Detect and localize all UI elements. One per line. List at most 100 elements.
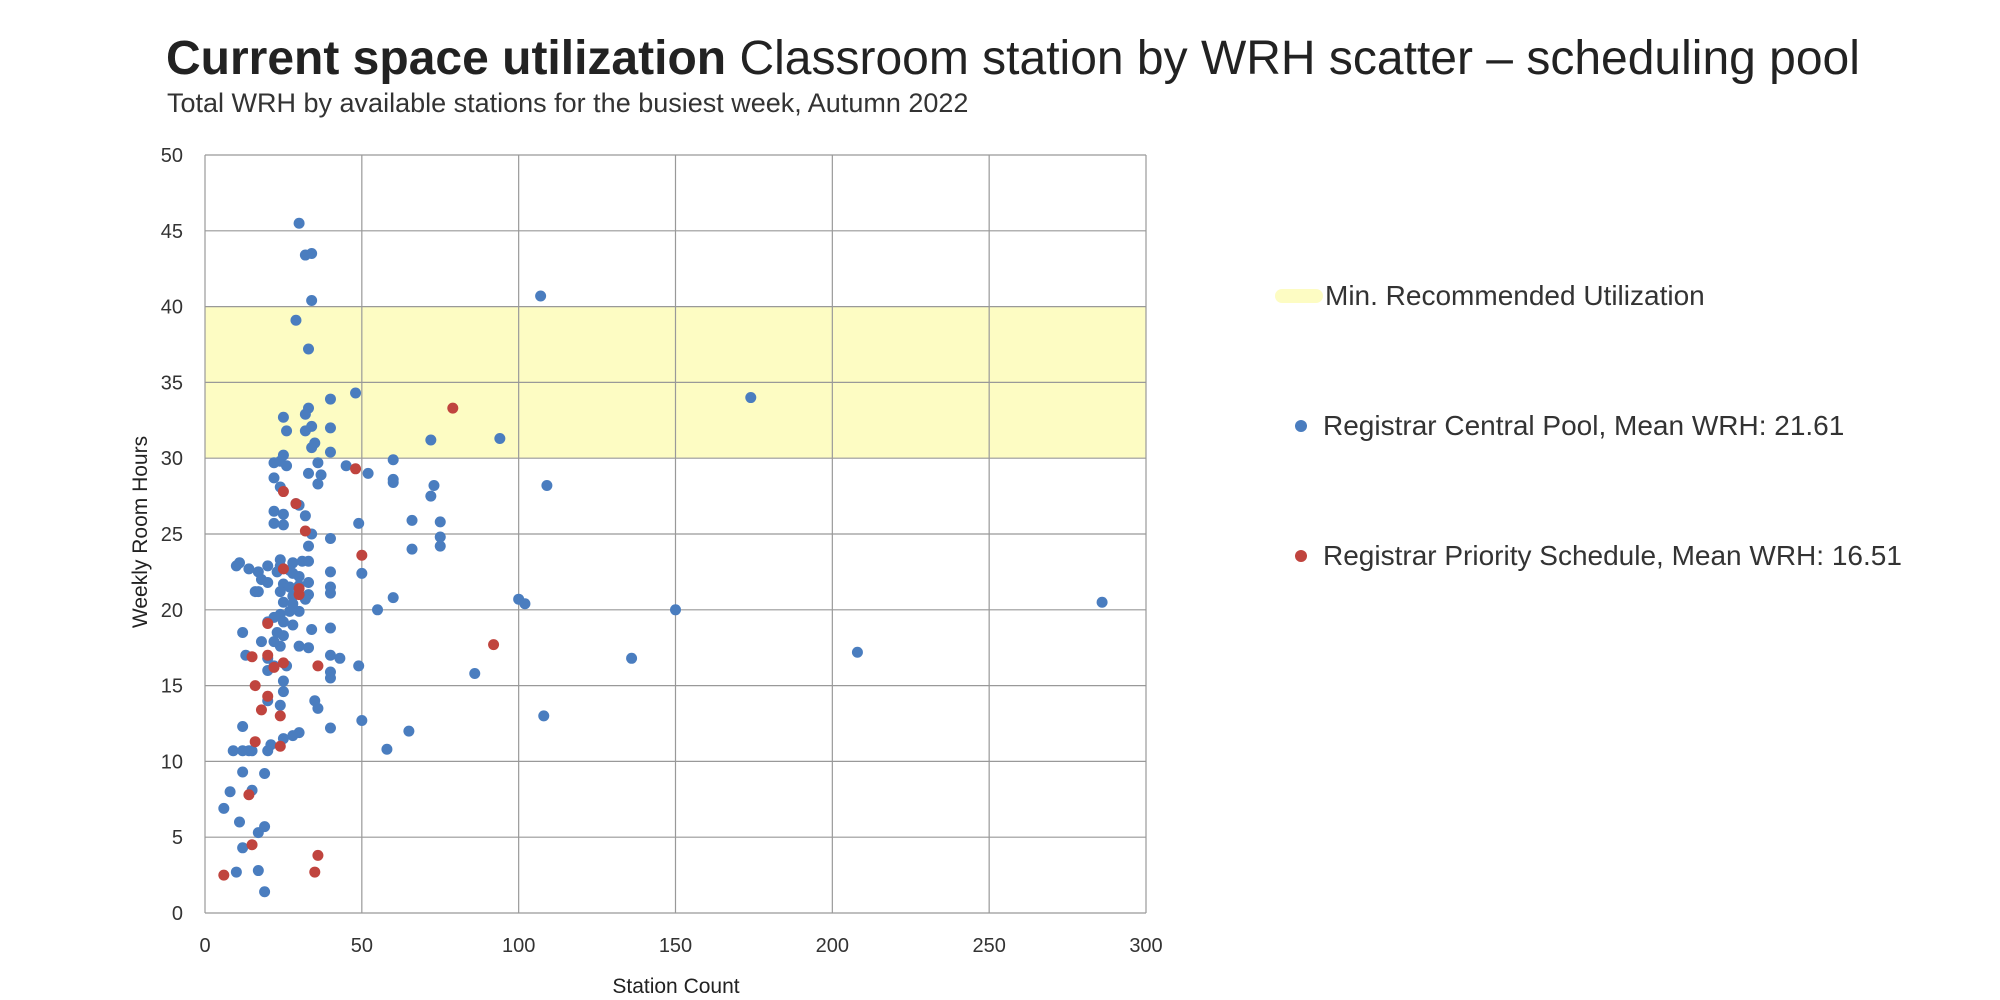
priority-schedule-point: [312, 849, 324, 861]
y-tick-label: 30: [161, 448, 183, 470]
central-pool-point: [303, 555, 315, 567]
x-tick-label: 0: [199, 935, 210, 957]
priority-schedule-point: [488, 639, 500, 651]
central-pool-point: [372, 604, 384, 616]
central-pool-point: [277, 596, 289, 608]
central-pool-point: [274, 586, 286, 598]
central-pool-point: [469, 667, 481, 679]
central-pool-point: [324, 446, 336, 458]
y-tick-label: 45: [161, 221, 183, 243]
x-tick-label: 100: [502, 935, 535, 957]
central-pool-point: [312, 457, 324, 469]
central-pool-point: [340, 460, 352, 472]
central-pool-point: [230, 866, 242, 878]
priority-schedule-point: [277, 657, 289, 669]
chart-title-rest: Classroom station by WRH scatter – sched…: [739, 32, 1860, 85]
central-pool-point: [387, 473, 399, 485]
central-pool-point: [252, 865, 264, 877]
central-pool-point: [274, 699, 286, 711]
central-pool-point: [306, 442, 318, 454]
legend-band-label: Min. Recommended Utilization: [1325, 280, 1705, 311]
y-tick-label: 5: [172, 827, 183, 849]
central-pool-point: [234, 816, 246, 828]
blue-dot-icon: [1295, 420, 1307, 432]
y-tick-label: 50: [161, 145, 183, 167]
grid-layer: [204, 154, 1147, 914]
priority-schedule-point: [309, 866, 321, 878]
central-pool-point: [299, 408, 311, 420]
central-pool-point: [403, 725, 415, 737]
central-pool-point: [353, 517, 365, 529]
central-pool-point: [324, 587, 336, 599]
tick-layer: 0 5 10 15 20 25 30 35 40 45 50 0 50 100 150 200 250 300: [161, 145, 1163, 957]
central-pool-point: [324, 622, 336, 634]
central-pool-point: [237, 627, 249, 639]
central-pool-point: [434, 516, 446, 528]
central-pool-point: [277, 616, 289, 628]
central-pool-point: [381, 743, 393, 755]
x-tick-label: 150: [659, 935, 692, 957]
central-pool-point: [519, 598, 531, 610]
priority-schedule-point: [293, 589, 305, 601]
central-pool-point: [237, 721, 249, 733]
y-tick-label: 0: [172, 903, 183, 925]
priority-schedule-point: [262, 617, 274, 629]
red-dot-icon: [1295, 550, 1307, 562]
central-pool-point: [277, 411, 289, 423]
y-tick-label: 10: [161, 751, 183, 773]
central-pool-point: [262, 560, 274, 572]
chart-title: Current space utilization Classroom stat…: [166, 30, 1860, 88]
central-pool-point: [626, 652, 638, 664]
central-pool-point: [287, 619, 299, 631]
central-pool-point: [315, 469, 327, 481]
central-pool-point: [255, 636, 267, 648]
central-pool-point: [299, 425, 311, 437]
central-pool-point: [277, 686, 289, 698]
central-pool-point: [324, 533, 336, 545]
central-pool-point: [252, 586, 264, 598]
central-pool-point: [353, 660, 365, 672]
central-pool-point: [290, 314, 302, 326]
x-tick-label: 300: [1129, 935, 1162, 957]
central-pool-point: [434, 531, 446, 543]
central-pool-point: [406, 543, 418, 555]
y-axis-label: Weekly Room Hours: [129, 436, 152, 628]
priority-schedule-point: [312, 660, 324, 672]
central-pool-point: [281, 460, 293, 472]
central-pool-point: [293, 217, 305, 229]
priority-schedule-point: [246, 839, 258, 851]
x-tick-label: 50: [351, 935, 373, 957]
x-tick-label: 250: [972, 935, 1005, 957]
priority-schedule-point: [262, 690, 274, 702]
central-pool-point: [538, 710, 550, 722]
priority-schedule-point: [277, 563, 289, 575]
central-pool-point: [303, 343, 315, 355]
central-pool-point: [259, 886, 271, 898]
central-pool-point: [284, 581, 296, 593]
central-pool-point: [324, 422, 336, 434]
priority-schedule-point: [356, 549, 368, 561]
central-pool-point: [237, 842, 249, 854]
central-pool-point: [237, 766, 249, 778]
central-pool-point: [324, 722, 336, 734]
central-pool-point: [303, 577, 315, 589]
x-axis-label: Station Count: [612, 975, 739, 998]
central-pool-point: [670, 604, 681, 616]
central-pool-point: [259, 768, 271, 780]
central-pool-point: [306, 248, 318, 260]
priority-schedule-point: [262, 649, 274, 661]
central-pool-point: [434, 540, 446, 552]
central-pool-point: [299, 510, 311, 522]
central-pool-point: [227, 745, 239, 757]
y-tick-label: 20: [161, 600, 183, 622]
central-pool-point: [406, 514, 418, 526]
x-tick-label: 200: [816, 935, 849, 957]
central-pool-point: [324, 566, 336, 578]
point-layer: [218, 217, 1108, 898]
central-pool-point: [356, 714, 368, 726]
priority-schedule-point: [246, 651, 258, 663]
central-pool-point: [312, 702, 324, 714]
priority-schedule-point: [268, 661, 280, 673]
priority-schedule-point: [274, 740, 286, 752]
central-pool-point: [284, 605, 296, 617]
